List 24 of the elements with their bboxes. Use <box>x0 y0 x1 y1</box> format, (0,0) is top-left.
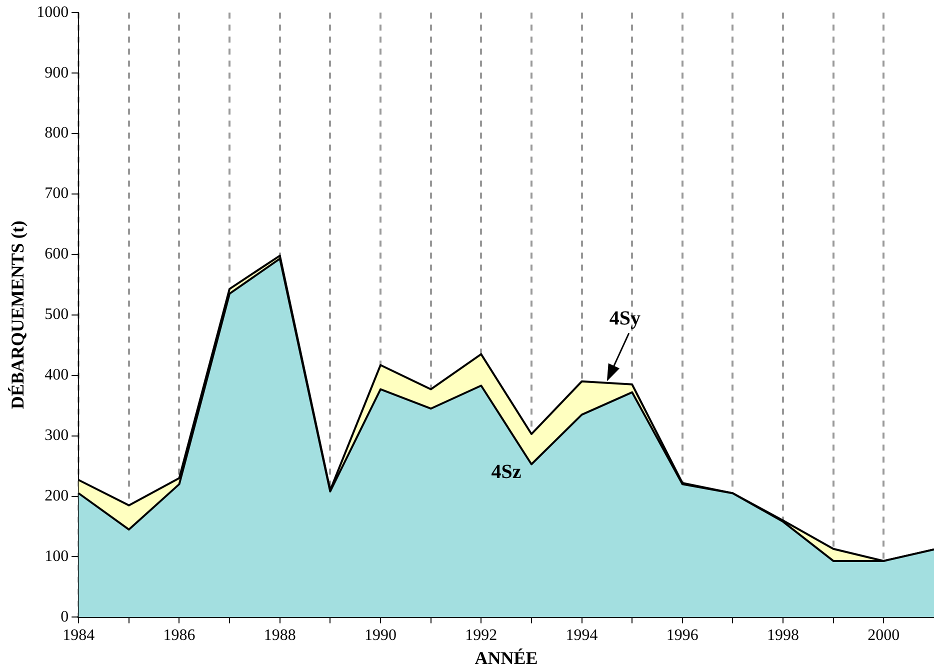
x-tick-label: 2000 <box>868 627 900 644</box>
y-tick-label: 100 <box>44 548 69 565</box>
x-tick-label: 1984 <box>62 627 95 644</box>
text: 4Sy <box>609 307 640 330</box>
x-tick-label: 1996 <box>666 627 698 644</box>
y-axis-title: DÉBARQUEMENTS (t) <box>7 220 28 410</box>
y-tick-label: 0 <box>60 608 69 626</box>
y-tick-label: 600 <box>44 246 69 263</box>
y-tick-label: 400 <box>44 366 69 384</box>
x-tick-label: 1994 <box>566 627 598 644</box>
y-tick-label: 300 <box>44 427 69 444</box>
y-tick-label: 1000 <box>36 4 69 21</box>
x-tick-label: 1986 <box>163 627 196 644</box>
y-tick-label: 800 <box>44 124 69 142</box>
y-tick-label: 900 <box>44 64 69 82</box>
y-tick-label: 700 <box>44 185 69 202</box>
x-tick-label: 1998 <box>767 627 800 644</box>
x-tick-label: 1992 <box>465 627 498 644</box>
x-tick-label: 1990 <box>364 627 397 644</box>
x-axis-title: ANNÉE <box>474 648 538 668</box>
series-label: 4Sz <box>491 461 522 484</box>
y-tick-label: 200 <box>44 487 69 504</box>
x-tick-label: 1988 <box>264 627 296 644</box>
y-tick-label: 500 <box>44 306 69 324</box>
